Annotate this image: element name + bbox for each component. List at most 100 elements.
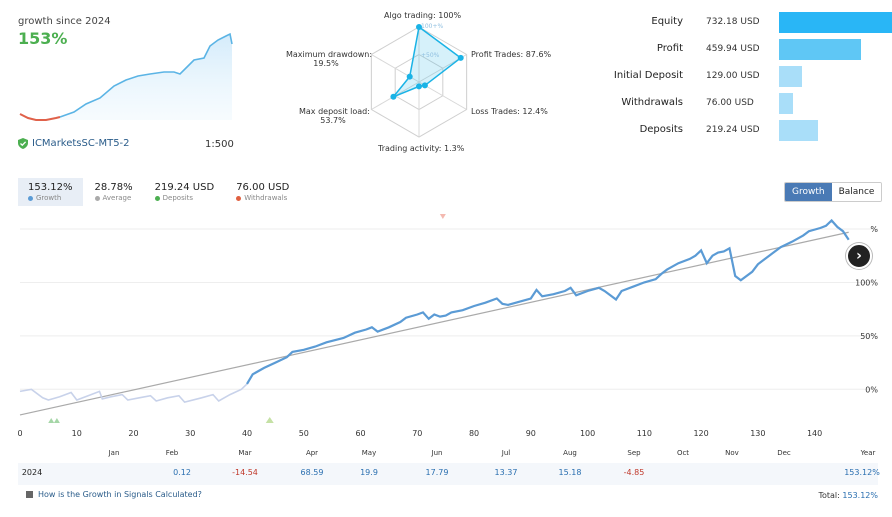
bar-label-3: Withdrawals	[621, 97, 683, 108]
next-arrow-button[interactable]: ›	[846, 243, 872, 269]
chevron-right-icon: ›	[856, 248, 862, 264]
month-jun: Jun	[431, 449, 443, 457]
balance-tab[interactable]: Balance	[831, 183, 882, 201]
x-tick-2: 20	[128, 429, 138, 438]
x-tick-12: 120	[693, 429, 708, 438]
year-cell: 2024	[21, 468, 43, 477]
bar-value-4: 219.24 USD	[706, 125, 760, 135]
info-square-icon	[26, 491, 33, 498]
growth-chart: 0% 50% 100%% 0 10 20 30 40 50 60 70 80 90 100 110 120 13…	[17, 214, 878, 438]
month-jan: Jan	[108, 449, 120, 457]
stat-label: Withdrawals	[244, 194, 288, 202]
stat-deposits[interactable]: 219.24 USD Deposits	[145, 178, 225, 206]
growth-tab[interactable]: Growth	[785, 183, 832, 201]
month-year: Year	[860, 449, 876, 457]
deposit-marker	[48, 418, 55, 423]
account-link[interactable]: ICMarketsSC-MT5-2	[18, 138, 130, 149]
stat-value: 153.12%	[28, 182, 73, 193]
month-value-sep: -4.85	[623, 468, 645, 477]
x-tick-7: 70	[412, 429, 422, 438]
radar-point-deposit_load	[390, 93, 397, 100]
radar-point-drawdown	[406, 73, 413, 80]
radar-point-activity	[416, 83, 422, 90]
stat-label: Deposits	[162, 194, 194, 202]
stat-growth[interactable]: 153.12% Growth	[18, 178, 83, 206]
radar-label-activity: Trading activity: 1.3%	[378, 144, 465, 153]
month-mar: Mar	[238, 449, 252, 457]
x-tick-8: 80	[469, 429, 479, 438]
total-label: Total:	[818, 491, 840, 500]
month-value-feb: 0.12	[173, 468, 191, 477]
month-jul: Jul	[501, 449, 511, 457]
bar-value-3: 76.00 USD	[706, 98, 754, 108]
y-tick-0: 0%	[865, 385, 878, 394]
bar-value-0: 732.18 USD	[706, 17, 760, 27]
stat-label: Average	[102, 194, 132, 202]
withdrawal-marker	[439, 214, 446, 219]
help-link-text[interactable]: How is the Growth in Signals Calculated?	[38, 490, 202, 499]
average-trend-line	[19, 231, 849, 416]
x-tick-13: 130	[750, 429, 765, 438]
x-tick-0: 0	[17, 429, 22, 438]
radar-label-profit: Profit Trades: 87.6%	[471, 50, 552, 59]
month-apr: Apr	[305, 449, 319, 457]
y-tick-1: 50%	[860, 332, 878, 341]
month-value-year: 153.12%	[844, 468, 880, 477]
balance-bars: Equity 732.18 USD Profit 459.94 USD Initial …	[0, 0, 892, 150]
growth-since-label: growth since 2024	[18, 16, 111, 27]
month-value-aug: 15.18	[558, 468, 582, 477]
deposit-marker	[265, 417, 274, 423]
radar-label-drawdown: Maximum drawdown: 19.5%	[286, 50, 373, 68]
account-server[interactable]: ICMarketsSC-MT5-2	[32, 138, 130, 149]
growth-value: 153%	[18, 29, 68, 48]
legend-dot-icon	[28, 195, 33, 201]
radar-chart: Algo trading: 100% Profit Trades: 87.6% …	[0, 0, 892, 170]
balance-bar-0	[779, 12, 892, 33]
stat-label: Growth	[36, 194, 62, 202]
growth-sparkline	[19, 32, 233, 121]
legend-dot-icon	[94, 195, 100, 201]
radar-ring-100: 100+%	[421, 23, 444, 30]
radar-label-algo: Algo trading: 100%	[384, 11, 462, 20]
month-sep: Sep	[627, 449, 641, 457]
x-tick-3: 30	[185, 429, 195, 438]
month-value-may: 19.9	[360, 468, 378, 477]
x-tick-9: 90	[526, 429, 536, 438]
monthly-table-row: 2024 0.12 -14.54 68.59 19.9 17.79 13.37 15.18 -…	[18, 463, 880, 485]
x-tick-5: 50	[299, 429, 309, 438]
balance-bar-3	[779, 93, 793, 114]
legend-dot-icon	[236, 195, 242, 201]
bar-label-2: Initial Deposit	[613, 70, 683, 81]
x-tick-10: 100	[580, 429, 595, 438]
radar-point-loss	[421, 82, 428, 89]
view-toggle: Growth Balance	[784, 182, 883, 202]
balance-bar-2	[779, 66, 803, 87]
growth-line	[246, 218, 850, 385]
x-tick-11: 110	[637, 429, 652, 438]
legend-dot-icon	[154, 195, 160, 201]
radar-point-profit	[457, 54, 464, 61]
radar-point-algo	[416, 24, 422, 30]
growth-line-early	[19, 383, 248, 403]
month-value-apr: 68.59	[300, 468, 324, 477]
radar-label-deposit-load: Max deposit load: 53.7%	[299, 107, 370, 125]
stat-withdrawals[interactable]: 76.00 USD Withdrawals	[226, 178, 299, 206]
help-link[interactable]: How is the Growth in Signals Calculated?	[26, 490, 202, 499]
radar-ring-50: +50%	[421, 52, 440, 59]
radar-graphic	[370, 24, 468, 138]
stat-value: 219.24 USD	[154, 182, 215, 193]
deposit-marker	[53, 418, 60, 423]
month-may: May	[361, 449, 377, 457]
total-summary: Total: 153.12%	[818, 491, 878, 500]
bar-label-1: Profit	[656, 43, 683, 54]
month-value-mar: -14.54	[232, 468, 258, 477]
stat-average[interactable]: 28.78% Average	[85, 178, 143, 206]
bar-label-4: Deposits	[639, 124, 683, 135]
months-header: Jan Feb Mar Apr May Jun Jul Aug Sep Oct Nov Dec Year	[0, 447, 892, 461]
stat-value: 76.00 USD	[236, 182, 290, 193]
month-feb: Feb	[165, 449, 179, 457]
bar-label-0: Equity	[651, 16, 683, 27]
radar-label-loss: Loss Trades: 12.4%	[471, 107, 548, 116]
month-value-jun: 17.79	[425, 468, 449, 477]
leverage-value: 1:500	[205, 139, 234, 150]
